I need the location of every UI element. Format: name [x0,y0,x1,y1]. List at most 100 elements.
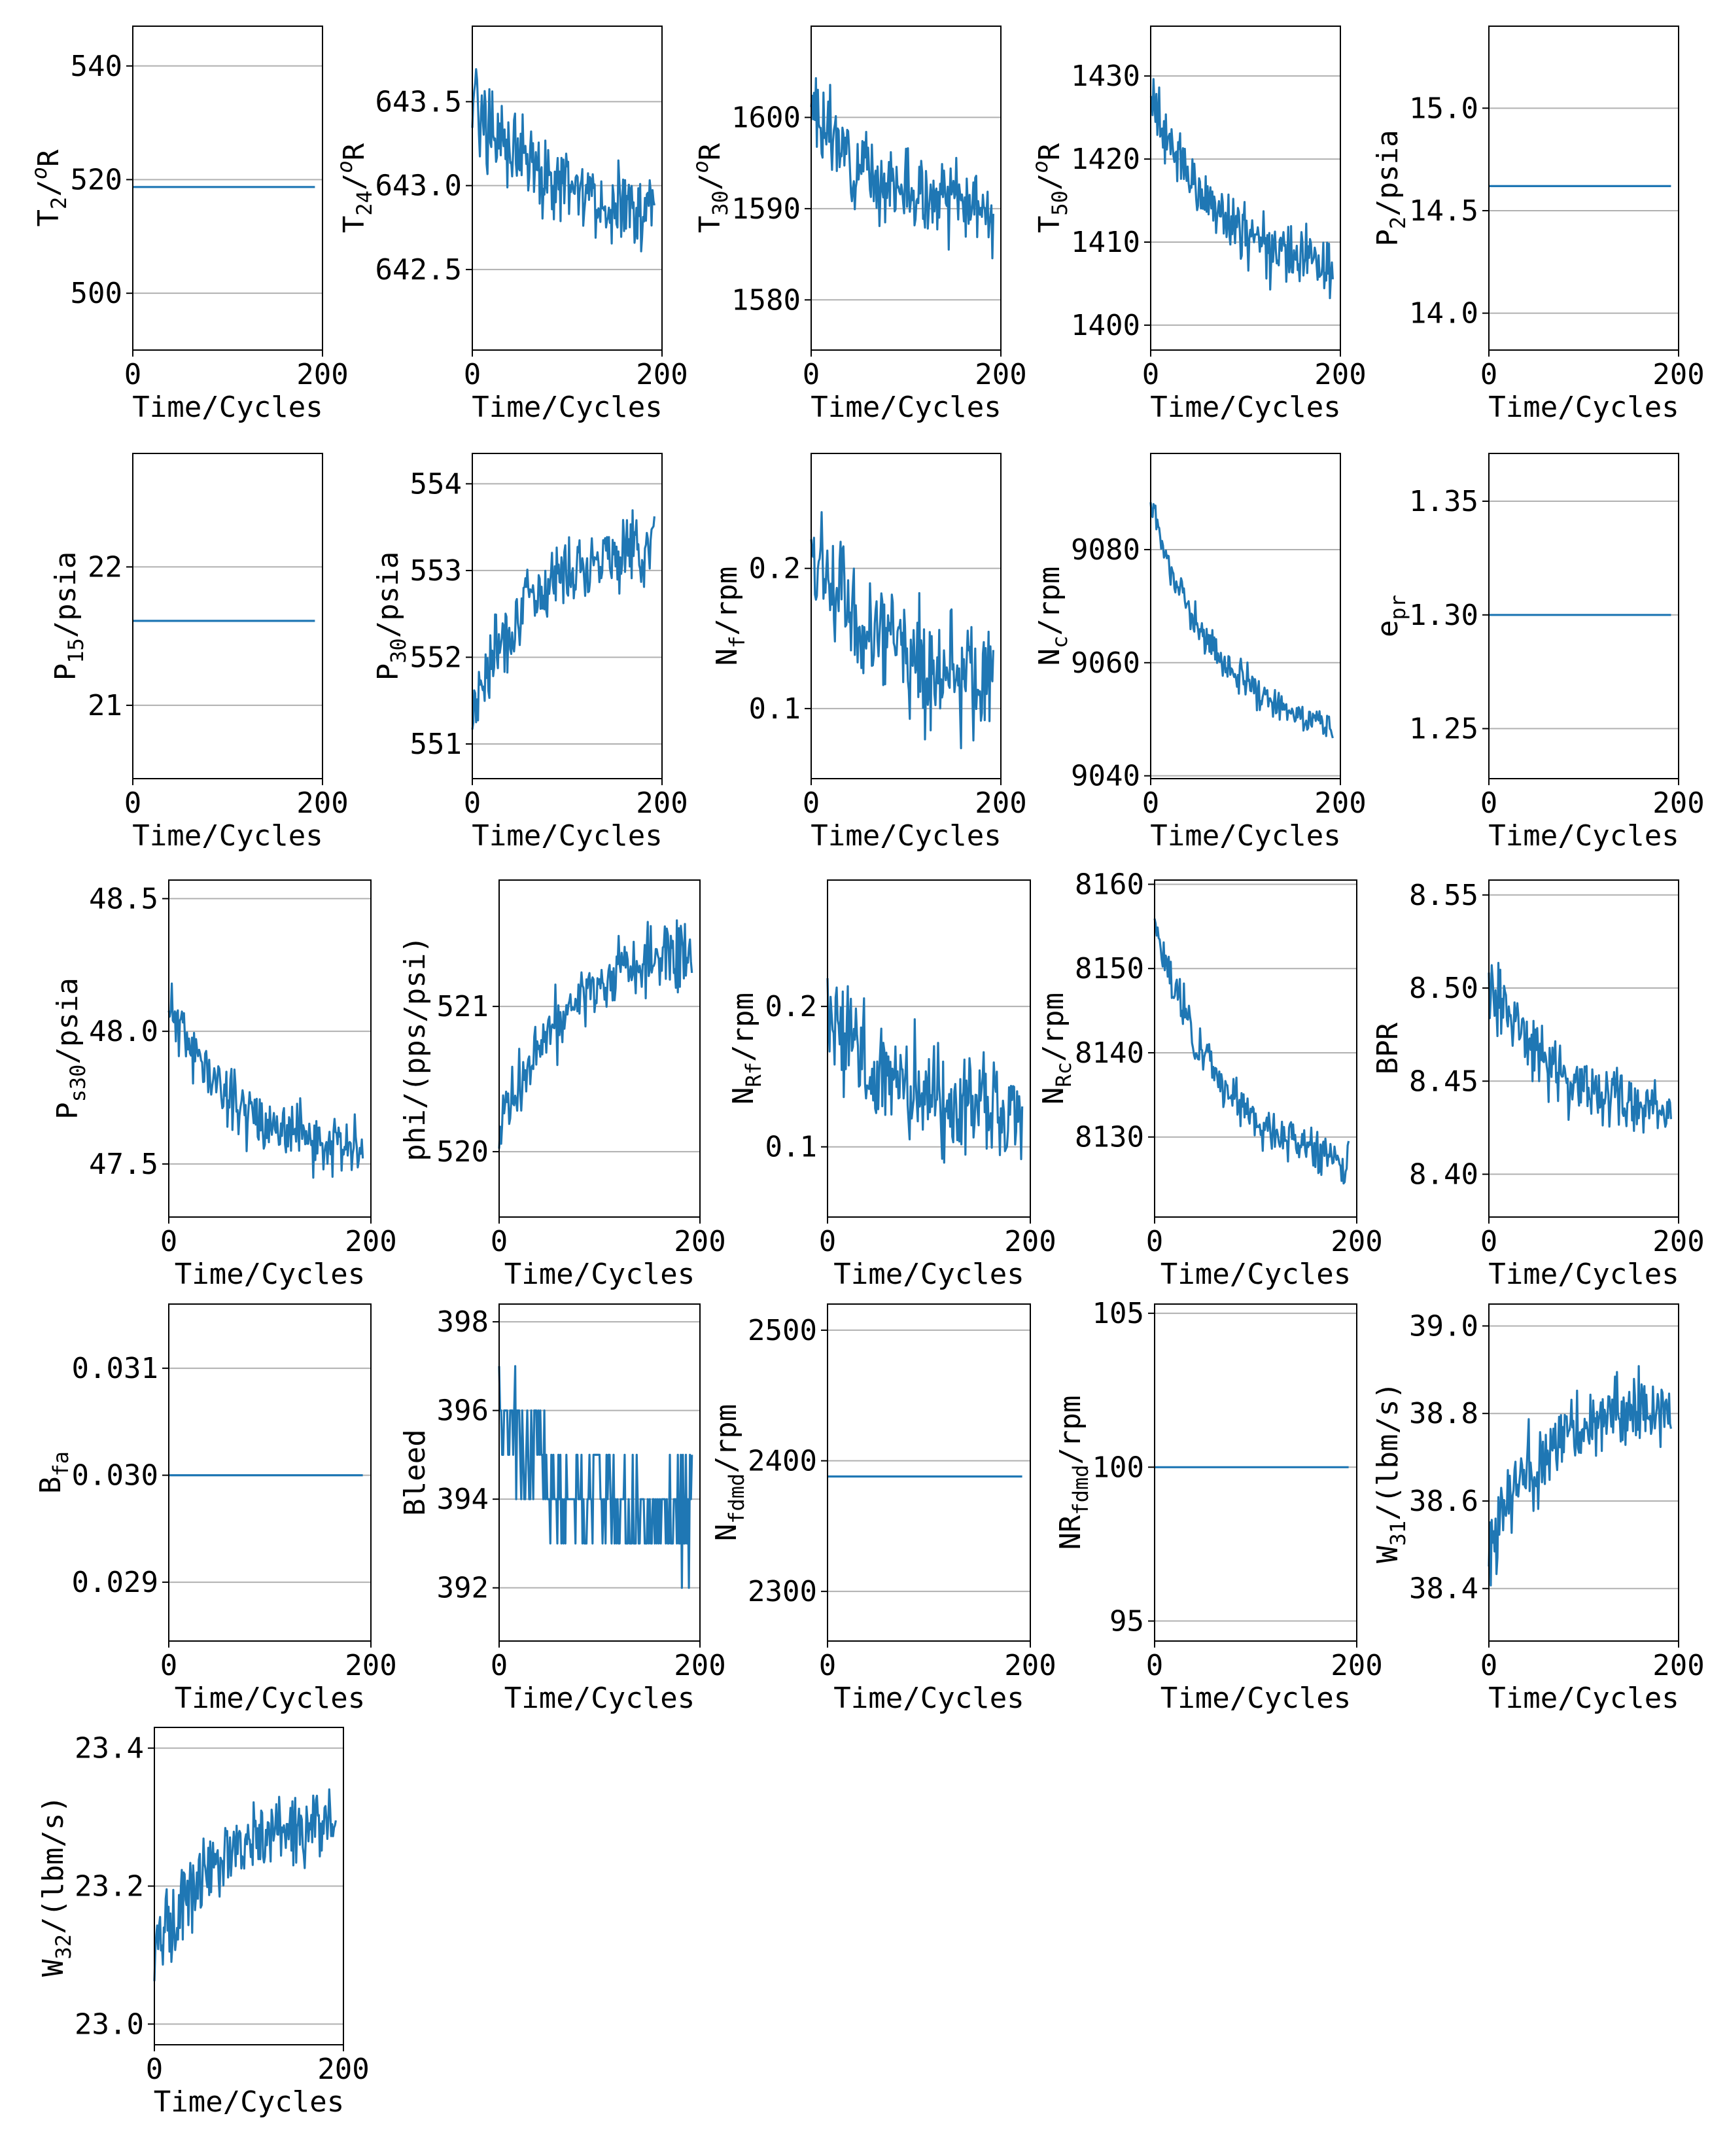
yaxis-label-NRf: NRf/rpm [727,993,766,1105]
xaxis-label-W31: Time/Cycles [1488,1682,1679,1715]
axes-frame-epr [1488,453,1679,779]
xtick-label-BPR-0: 0 [1480,1225,1498,1258]
ytick-label-Nf_dmd-2: 2500 [748,1314,817,1347]
xtick-label-W31-0: 0 [1480,1649,1498,1682]
series-line-BPR [1488,962,1672,1134]
axes-frame-NRc [1154,879,1357,1218]
ytick-label-P15-1: 22 [88,550,122,584]
ytick-label-Bleed-2: 396 [437,1394,489,1428]
xtick-label-T2-0: 0 [124,358,142,391]
axes-frame-NRf_dmd [1154,1303,1357,1642]
ytick-label-W31-0: 38.4 [1409,1572,1478,1606]
xaxis-label-P2: Time/Cycles [1488,391,1679,424]
xtick-label-T2-1: 200 [296,358,348,391]
series-line-Nc [1149,502,1334,739]
ytick-label-Bleed-3: 398 [437,1305,489,1339]
ytick-label-T50-3: 1430 [1071,60,1140,93]
series-line-T24 [471,68,655,253]
ytick-label-BPR-2: 8.50 [1409,972,1478,1005]
axes-frame-BPR [1488,879,1679,1218]
yaxis-label-epr: epr [1371,595,1410,637]
ytick-label-NRc-2: 8150 [1075,952,1144,985]
xtick-label-NRf_dmd-0: 0 [1146,1649,1164,1682]
axes-frame-Nf_dmd [827,1303,1031,1642]
ytick-label-W32-1: 23.2 [75,1870,144,1903]
axes-frame-Bleed [498,1303,701,1642]
ytick-label-T50-1: 1410 [1071,226,1140,259]
ytick-label-Bfa-0: 0.029 [72,1566,158,1599]
ytick-label-T30-0: 1580 [731,283,801,317]
ytick-label-T24-1: 643.0 [375,169,462,203]
ytick-label-W31-2: 38.8 [1409,1397,1478,1430]
xtick-label-NRc-0: 0 [1146,1225,1164,1258]
ytick-label-P30-1: 552 [410,641,462,674]
xaxis-label-Bleed: Time/Cycles [504,1682,695,1715]
yaxis-label-Nc: Nc/rpm [1033,567,1072,666]
ytick-label-Nf-0: 0.1 [749,692,801,726]
xaxis-label-Nc: Time/Cycles [1150,819,1340,853]
ytick-label-T24-2: 643.5 [375,85,462,118]
xtick-label-Bfa-0: 0 [160,1649,178,1682]
series-line-Nf [810,511,994,750]
ytick-label-Nc-0: 9040 [1071,760,1140,793]
ytick-label-W31-1: 38.6 [1409,1485,1478,1518]
xtick-label-P15-0: 0 [124,786,142,820]
xaxis-label-P30: Time/Cycles [472,819,662,853]
ytick-label-NRf-1: 0.2 [765,990,817,1023]
xtick-label-T30-0: 0 [803,358,820,391]
ytick-label-Nc-2: 9080 [1071,533,1140,567]
ytick-label-T50-2: 1420 [1071,143,1140,176]
xtick-label-epr-0: 0 [1480,786,1498,820]
ytick-label-NRf_dmd-0: 95 [1109,1604,1144,1638]
series-line-NRf [826,978,1024,1164]
xtick-label-phi-0: 0 [491,1225,508,1258]
ytick-label-T50-0: 1400 [1071,309,1140,342]
ytick-label-NRf_dmd-2: 105 [1092,1297,1144,1330]
series-line-phi [498,919,693,1149]
axes-frame-Nf [811,453,1002,779]
ytick-label-epr-1: 1.30 [1409,599,1478,632]
axes-frame-T2 [132,26,323,351]
xtick-label-Nc-0: 0 [1142,786,1160,820]
ytick-label-NRf_dmd-1: 100 [1092,1451,1144,1484]
xtick-label-phi-1: 200 [674,1225,725,1258]
xtick-label-Bfa-1: 200 [345,1649,396,1682]
xtick-label-epr-1: 200 [1652,786,1704,820]
xaxis-label-Nf_dmd: Time/Cycles [833,1682,1024,1715]
xtick-label-NRf_dmd-1: 200 [1331,1649,1382,1682]
ytick-label-T30-2: 1600 [731,101,801,134]
ytick-label-W31-3: 39.0 [1409,1309,1478,1343]
yaxis-label-Nf: Nf/rpm [710,567,750,666]
xtick-label-P15-1: 200 [296,786,348,820]
ytick-label-Bfa-2: 0.031 [72,1352,158,1385]
xtick-label-P2-0: 0 [1480,358,1498,391]
ytick-label-T2-2: 540 [71,50,122,83]
yaxis-label-Ps30: Ps30/psia [51,978,90,1120]
xtick-label-Nf_dmd-0: 0 [819,1649,837,1682]
xaxis-label-P15: Time/Cycles [132,819,323,853]
xtick-label-T24-0: 0 [464,358,481,391]
xtick-label-T24-1: 200 [636,358,688,391]
axes-frame-T24 [472,26,663,351]
ytick-label-NRf-0: 0.1 [765,1131,817,1164]
xaxis-label-T30: Time/Cycles [811,391,1001,424]
ytick-label-W32-2: 23.4 [75,1732,144,1765]
ytick-label-NRc-0: 8130 [1075,1121,1144,1154]
yaxis-label-NRf_dmd: NRfdmd/rpm [1054,1395,1093,1549]
xaxis-label-NRc: Time/Cycles [1160,1258,1351,1291]
yaxis-label-T30: T30/oR [688,143,733,233]
ytick-label-NRc-1: 8140 [1075,1036,1144,1070]
ytick-label-P30-0: 551 [410,728,462,761]
ytick-label-T2-1: 520 [71,163,122,196]
xtick-label-Bleed-0: 0 [491,1649,508,1682]
axes-frame-P2 [1488,26,1679,351]
ytick-label-Bfa-1: 0.030 [72,1459,158,1493]
xtick-label-NRc-1: 200 [1331,1225,1382,1258]
